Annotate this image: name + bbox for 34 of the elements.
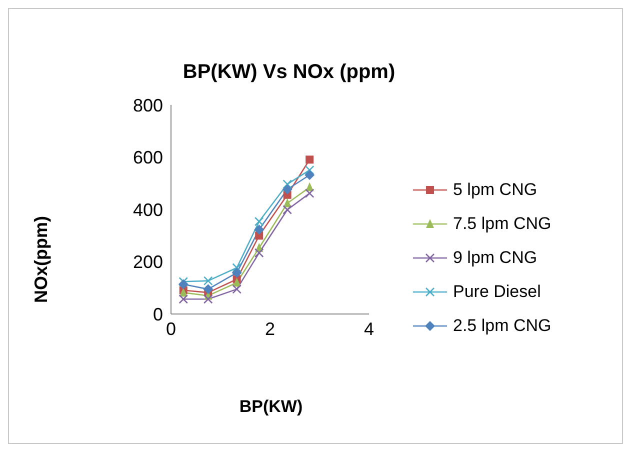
y-tick-label: 0 xyxy=(152,304,163,324)
point xyxy=(178,294,188,304)
legend-label: 2.5 lpm CNG xyxy=(453,316,552,336)
y-tick-label: 800 xyxy=(132,95,163,116)
x-axis-title: BP(KW) xyxy=(238,397,304,417)
x-tick-label: 2 xyxy=(264,318,276,339)
chart-title: BP(KW) Vs NOx (ppm) xyxy=(182,61,396,84)
legend-label: 7.5 lpm CNG xyxy=(453,214,552,234)
point xyxy=(254,224,264,235)
legend-label: Pure Diesel xyxy=(453,282,541,302)
point xyxy=(304,165,314,175)
x-tick-label: 0 xyxy=(166,318,176,339)
point xyxy=(232,268,242,278)
point xyxy=(203,276,213,286)
point xyxy=(282,205,292,214)
point xyxy=(203,284,214,294)
point xyxy=(304,170,315,180)
y-tick-label: 200 xyxy=(132,252,163,272)
y-tick-label: 600 xyxy=(132,148,163,168)
point xyxy=(282,184,292,194)
legend-label: 9 lpm CNG xyxy=(453,248,538,268)
point xyxy=(282,180,292,189)
point xyxy=(254,248,264,258)
point xyxy=(178,279,188,290)
point xyxy=(232,263,242,272)
point xyxy=(203,294,213,304)
x-tick-label: 4 xyxy=(364,318,374,339)
y-tick-label: 400 xyxy=(132,200,163,220)
y-axis-title: NOx(ppm) xyxy=(30,216,52,302)
legend-label: 5 lpm CNG xyxy=(453,180,538,200)
point xyxy=(232,284,242,294)
point xyxy=(304,188,314,198)
point xyxy=(306,156,314,164)
point xyxy=(254,216,264,226)
